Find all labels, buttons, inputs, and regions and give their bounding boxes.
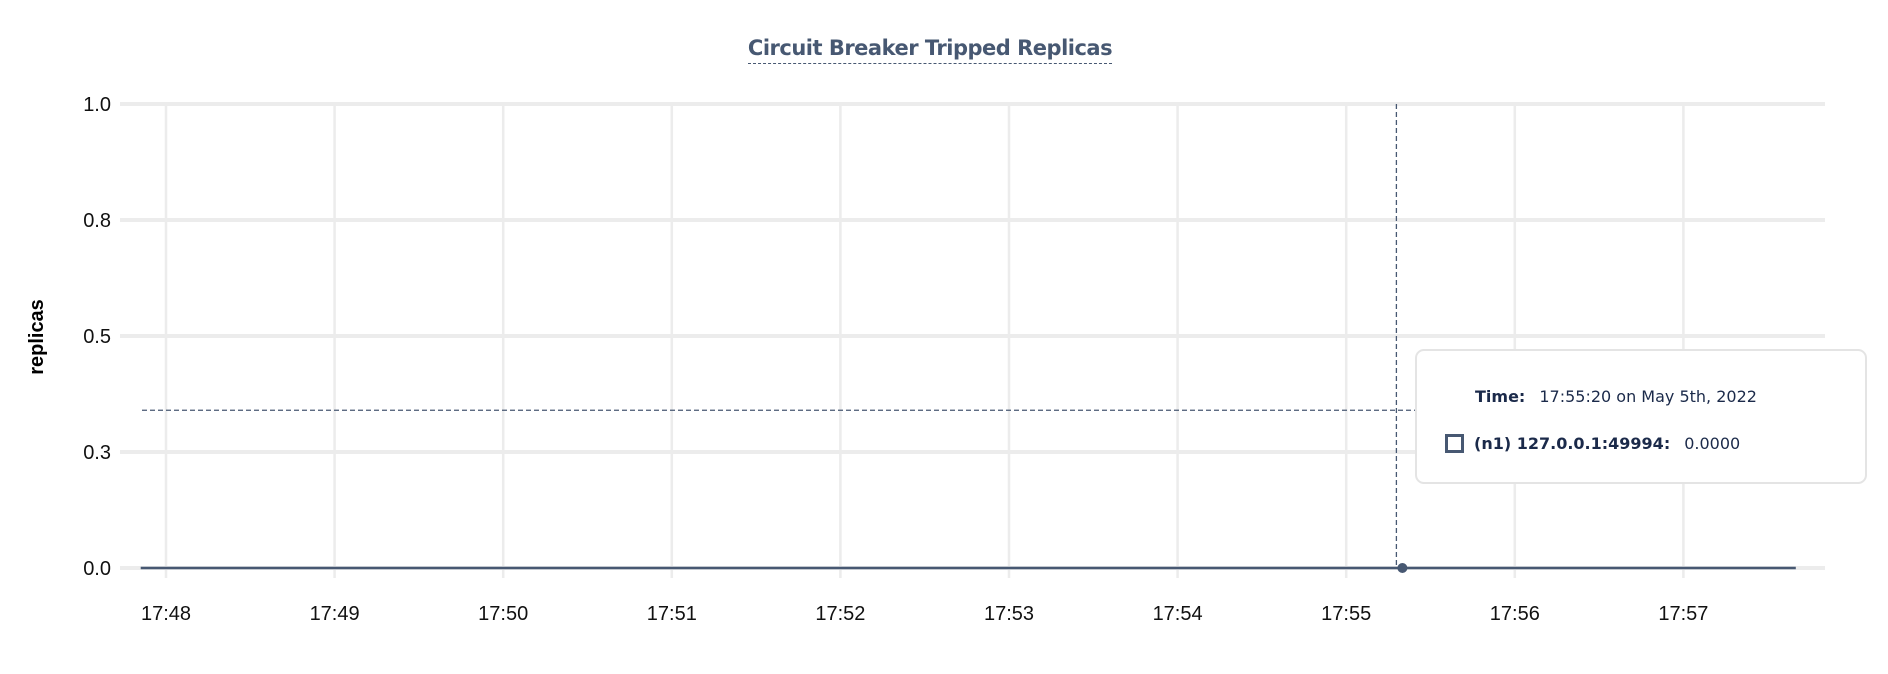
y-tick-label: 0.5 <box>83 326 111 348</box>
x-tick-label: 17:48 <box>141 603 191 625</box>
x-tick-label: 17:53 <box>984 603 1034 625</box>
tooltip-series-value: 0.0000 <box>1684 434 1741 453</box>
x-tick-label: 17:56 <box>1490 603 1540 625</box>
tooltip-series-row: (n1) 127.0.0.1:49994: 0.0000 <box>1445 434 1740 453</box>
x-tick-label: 17:52 <box>815 603 865 625</box>
tooltip-time-label: Time: <box>1475 387 1526 406</box>
y-tick-label: 0.3 <box>83 442 111 464</box>
x-tick-label: 17:50 <box>478 603 528 625</box>
tooltip-time-value: 17:55:20 on May 5th, 2022 <box>1539 387 1757 406</box>
x-tick-label: 17:57 <box>1658 603 1708 625</box>
tooltip-time: Time: 17:55:20 on May 5th, 2022 <box>1475 387 1757 406</box>
x-tick-label: 17:51 <box>647 603 697 625</box>
y-tick-label: 0.0 <box>83 558 111 580</box>
x-tick-label: 17:49 <box>310 603 360 625</box>
chart-title[interactable]: Circuit Breaker Tripped Replicas <box>747 36 1113 64</box>
tooltip-series-label: (n1) 127.0.0.1:49994: <box>1474 434 1671 453</box>
y-tick-label: 0.8 <box>83 210 111 232</box>
x-tick-label: 17:55 <box>1321 603 1371 625</box>
y-tick-label: 1.0 <box>83 94 111 116</box>
x-tick-label: 17:54 <box>1153 603 1203 625</box>
series-swatch-icon <box>1445 434 1464 453</box>
y-axis-label: replicas <box>26 299 48 375</box>
hover-tooltip: Time: 17:55:20 on May 5th, 2022 (n1) 127.… <box>1415 349 1867 484</box>
chart-title-wrap: Circuit Breaker Tripped Replicas <box>0 36 1860 64</box>
hover-point <box>1397 563 1408 573</box>
